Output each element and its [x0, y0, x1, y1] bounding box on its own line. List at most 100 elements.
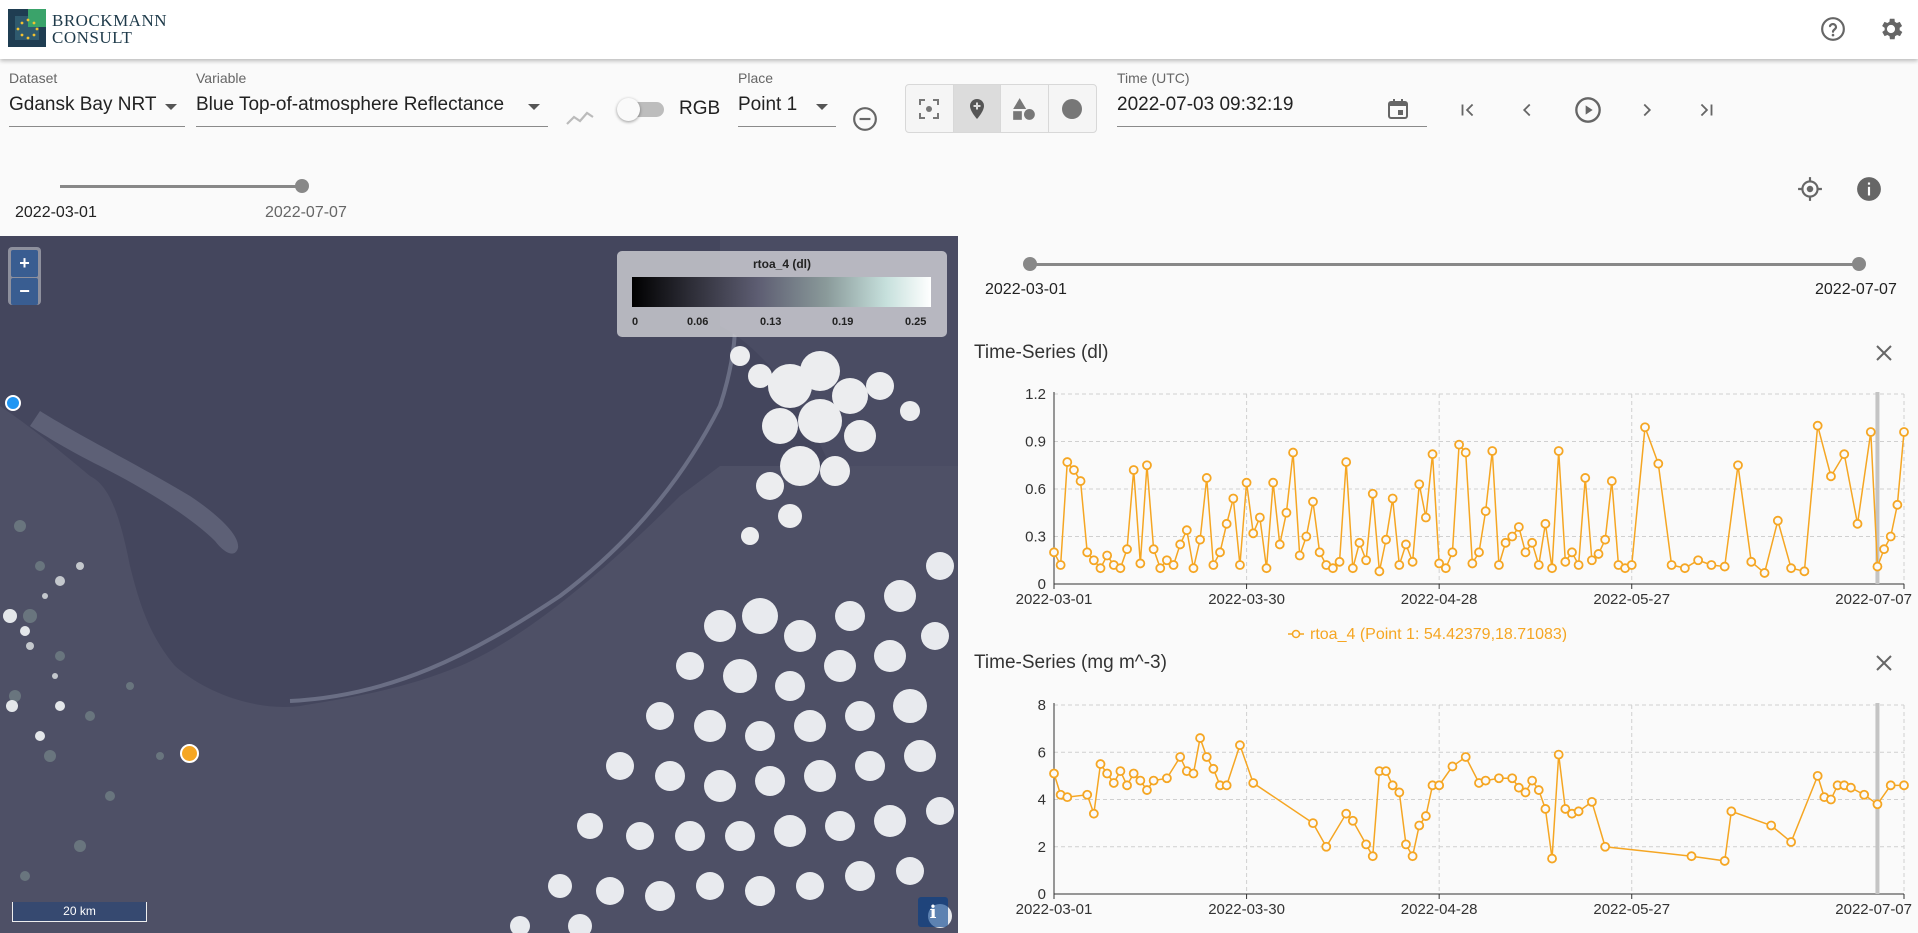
- data-point[interactable]: [1879, 544, 1889, 555]
- data-point[interactable]: [1759, 568, 1770, 578]
- data-point[interactable]: [1102, 768, 1113, 779]
- data-point[interactable]: [1719, 561, 1730, 572]
- data-point[interactable]: [1261, 563, 1272, 574]
- data-point[interactable]: [1221, 780, 1232, 791]
- data-point[interactable]: [1494, 773, 1504, 784]
- data-point[interactable]: [1892, 499, 1903, 510]
- colorbar[interactable]: [632, 277, 931, 307]
- slider-thumb[interactable]: [295, 179, 309, 193]
- data-point[interactable]: [1361, 839, 1372, 850]
- data-point[interactable]: [1500, 537, 1511, 548]
- data-point[interactable]: [1626, 560, 1637, 570]
- data-point[interactable]: [1235, 740, 1245, 751]
- data-point[interactable]: [1128, 768, 1139, 779]
- data-point[interactable]: [1420, 512, 1431, 523]
- data-point[interactable]: [1826, 794, 1836, 805]
- data-point[interactable]: [1520, 547, 1531, 558]
- data-point[interactable]: [1341, 457, 1352, 467]
- data-point[interactable]: [1354, 537, 1365, 548]
- data-point[interactable]: [1195, 534, 1205, 545]
- data-point[interactable]: [1553, 749, 1564, 760]
- data-point[interactable]: [1401, 539, 1411, 550]
- data-point[interactable]: [1148, 544, 1159, 555]
- data-point[interactable]: [1640, 422, 1650, 433]
- data-point[interactable]: [1135, 775, 1146, 786]
- data-point[interactable]: [1507, 531, 1518, 542]
- data-point[interactable]: [1580, 473, 1591, 483]
- data-point[interactable]: [1593, 549, 1604, 559]
- data-point[interactable]: [1859, 789, 1870, 800]
- data-point[interactable]: [1826, 471, 1836, 482]
- time-series-chart-dl[interactable]: 0 0.3 0.6 0.9 1.2 2022-03-01 2022-03-30 2022-04…: [974, 372, 1918, 642]
- data-point[interactable]: [1420, 811, 1431, 821]
- data-point[interactable]: [1494, 560, 1504, 570]
- data-point[interactable]: [1175, 752, 1186, 762]
- data-point[interactable]: [1062, 457, 1073, 467]
- data-point[interactable]: [1766, 820, 1777, 831]
- data-point[interactable]: [1161, 773, 1172, 784]
- data-point[interactable]: [1122, 544, 1132, 555]
- data-point[interactable]: [1527, 775, 1538, 786]
- data-point[interactable]: [1062, 792, 1073, 803]
- data-point[interactable]: [1560, 804, 1571, 814]
- data-point[interactable]: [1487, 446, 1498, 456]
- data-point[interactable]: [1235, 560, 1245, 570]
- point-tool-button[interactable]: [953, 85, 1001, 132]
- panel-range-slider[interactable]: [1022, 254, 1866, 274]
- dataset-select[interactable]: Gdansk Bay NRT: [9, 94, 185, 130]
- data-point[interactable]: [1082, 547, 1093, 558]
- data-point[interactable]: [1513, 782, 1524, 793]
- data-point[interactable]: [1414, 479, 1425, 490]
- data-point[interactable]: [1460, 447, 1471, 458]
- data-point[interactable]: [1679, 563, 1690, 574]
- data-point[interactable]: [1181, 525, 1192, 536]
- data-point[interactable]: [1367, 851, 1378, 862]
- data-point[interactable]: [1122, 780, 1132, 791]
- data-point[interactable]: [1088, 808, 1099, 819]
- data-point[interactable]: [1460, 752, 1471, 762]
- data-point[interactable]: [1693, 555, 1704, 566]
- time-range-slider[interactable]: [60, 176, 310, 196]
- settings-button[interactable]: [1875, 13, 1907, 45]
- data-point[interactable]: [1560, 556, 1571, 567]
- data-point[interactable]: [1414, 820, 1425, 831]
- data-point[interactable]: [1274, 539, 1285, 550]
- data-point[interactable]: [1865, 427, 1876, 437]
- data-point[interactable]: [1872, 561, 1883, 572]
- data-point[interactable]: [1102, 550, 1113, 561]
- data-point[interactable]: [1115, 766, 1126, 777]
- data-point[interactable]: [1049, 768, 1059, 779]
- data-point[interactable]: [1128, 465, 1139, 475]
- data-point[interactable]: [1095, 759, 1106, 769]
- slider-thumb-start[interactable]: [1023, 257, 1037, 271]
- data-point[interactable]: [1520, 787, 1531, 798]
- data-point[interactable]: [1845, 782, 1856, 793]
- data-point[interactable]: [1387, 493, 1398, 504]
- data-point[interactable]: [1394, 560, 1405, 570]
- legend-label[interactable]: rtoa_4 (Point 1: 54.42379,18.71083): [1310, 626, 1567, 642]
- remove-place-button[interactable]: [850, 104, 880, 134]
- data-point[interactable]: [1653, 458, 1664, 469]
- data-point[interactable]: [1308, 818, 1318, 829]
- data-point[interactable]: [1175, 539, 1186, 550]
- data-point[interactable]: [1447, 547, 1458, 558]
- data-point[interactable]: [1268, 477, 1279, 488]
- data-point[interactable]: [1885, 780, 1896, 791]
- data-point[interactable]: [1115, 563, 1126, 574]
- data-point[interactable]: [1454, 439, 1464, 450]
- data-point[interactable]: [1600, 534, 1611, 545]
- time-input[interactable]: 2022-07-03 09:32:19: [1117, 94, 1427, 130]
- data-point[interactable]: [1188, 563, 1199, 574]
- data-point[interactable]: [1547, 563, 1557, 574]
- data-point[interactable]: [1540, 518, 1551, 529]
- last-step-button[interactable]: [1691, 95, 1721, 125]
- data-point[interactable]: [1301, 531, 1312, 542]
- data-point[interactable]: [1314, 547, 1325, 558]
- data-point[interactable]: [1533, 560, 1544, 570]
- data-point[interactable]: [1208, 763, 1219, 774]
- data-point[interactable]: [1872, 799, 1883, 810]
- data-point[interactable]: [1600, 841, 1611, 852]
- data-point[interactable]: [1434, 780, 1445, 791]
- data-point[interactable]: [1407, 556, 1418, 567]
- data-point[interactable]: [1308, 496, 1318, 507]
